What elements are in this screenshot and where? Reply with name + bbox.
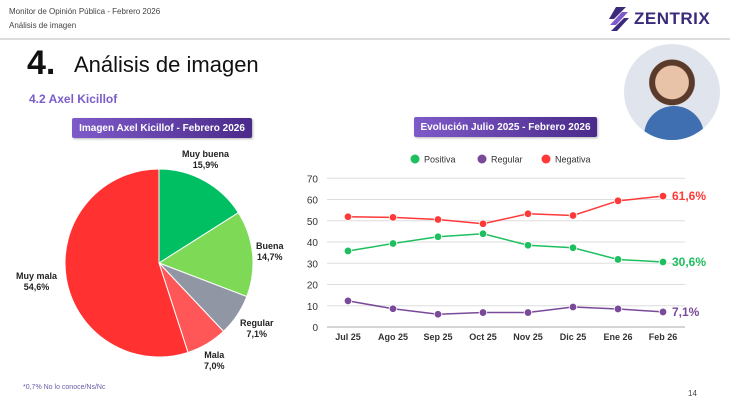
data-point-regular	[388, 304, 398, 313]
y-tick-label: 20	[307, 281, 319, 292]
data-point-regular	[343, 296, 353, 306]
data-point-regular	[568, 302, 578, 312]
section-number: 4.	[27, 44, 56, 82]
data-point-positiva	[613, 255, 623, 264]
data-point-negativa	[343, 212, 353, 221]
header-report-title: Monitor de Opinión Pública - Febrero 202…	[9, 7, 161, 16]
data-point-negativa	[478, 219, 488, 228]
y-tick-label: 70	[307, 174, 319, 185]
data-point-positiva	[388, 239, 398, 248]
series-line-regular	[347, 300, 664, 316]
data-point-positiva	[658, 257, 668, 267]
data-point-negativa	[523, 209, 533, 218]
x-tick-label: Sep 25	[423, 332, 452, 342]
pie-chart-title: Imagen Axel Kicillof - Febrero 2026	[72, 118, 252, 138]
data-point-positiva	[523, 241, 533, 250]
data-point-positiva	[433, 232, 443, 241]
data-point-regular	[433, 310, 443, 319]
data-point-regular	[658, 307, 668, 317]
end-label-negativa: 61,6%	[672, 189, 706, 203]
data-point-positiva	[478, 229, 488, 238]
data-point-regular	[613, 304, 623, 314]
y-tick-label: 10	[307, 302, 319, 313]
y-tick-label: 60	[307, 196, 319, 207]
pie-label-muy-mala: Muy mala 54,6%	[16, 271, 58, 292]
pie-slice-muy-mala	[64, 168, 189, 358]
legend-label-negativa: Negativa	[555, 155, 591, 165]
end-label-regular: 7,1%	[672, 305, 700, 319]
pie-slice-buena	[157, 212, 254, 298]
logo-text: ZENTRIX	[634, 9, 711, 28]
data-point-negativa	[568, 211, 578, 220]
pie-label-mala: Mala 7,0%	[204, 350, 225, 371]
data-point-regular	[478, 308, 488, 317]
data-point-regular	[523, 308, 533, 317]
x-tick-label: Oct 25	[469, 332, 497, 342]
zentrix-logo: ZENTRIX	[608, 6, 710, 32]
data-point-negativa	[613, 196, 623, 206]
data-point-positiva	[343, 246, 353, 256]
legend-marker-negativa	[541, 154, 551, 164]
page-number: 14	[688, 389, 697, 398]
y-tick-label: 30	[307, 259, 319, 270]
line-chart-title: Evolución Julio 2025 - Febrero 2026	[414, 117, 597, 137]
x-tick-label: Dic 25	[560, 332, 587, 342]
data-point-negativa	[433, 215, 443, 224]
pie-label-buena: Buena 14,7%	[256, 241, 284, 262]
data-point-positiva	[568, 243, 578, 252]
x-tick-label: Feb 26	[649, 332, 678, 342]
series-line-positiva	[347, 232, 664, 263]
legend-label-regular: Regular	[491, 155, 523, 165]
x-tick-label: Ene 26	[603, 332, 632, 342]
page-subtitle: 4.2 Axel Kicillof	[29, 92, 118, 106]
data-point-negativa	[658, 191, 668, 201]
series-line-negativa	[347, 195, 664, 225]
x-tick-label: Nov 25	[513, 332, 543, 342]
legend-marker-positiva	[410, 154, 420, 164]
header-divider	[0, 38, 730, 40]
x-tick-label: Jul 25	[335, 332, 361, 342]
footnote: *0,7% No lo conoce/Ns/Nc	[23, 384, 106, 391]
legend-marker-regular	[477, 154, 487, 164]
header-section: Análisis de imagen	[9, 21, 77, 30]
data-point-negativa	[388, 213, 398, 222]
y-tick-label: 40	[307, 238, 319, 249]
pie-label-regular: Regular 7,1%	[240, 318, 274, 339]
end-label-positiva: 30,6%	[672, 255, 706, 269]
x-tick-label: Ago 25	[378, 332, 408, 342]
pie-slice-muy-buena	[158, 168, 240, 264]
candidate-photo	[624, 44, 720, 140]
pie-label-muy-buena: Muy buena 15,9%	[182, 149, 230, 170]
legend-label-positiva: Positiva	[424, 155, 456, 165]
y-tick-label: 50	[307, 217, 319, 228]
page-title: Análisis de imagen	[74, 52, 259, 77]
y-tick-label: 0	[312, 323, 318, 334]
zentrix-logo-icon	[609, 7, 629, 31]
